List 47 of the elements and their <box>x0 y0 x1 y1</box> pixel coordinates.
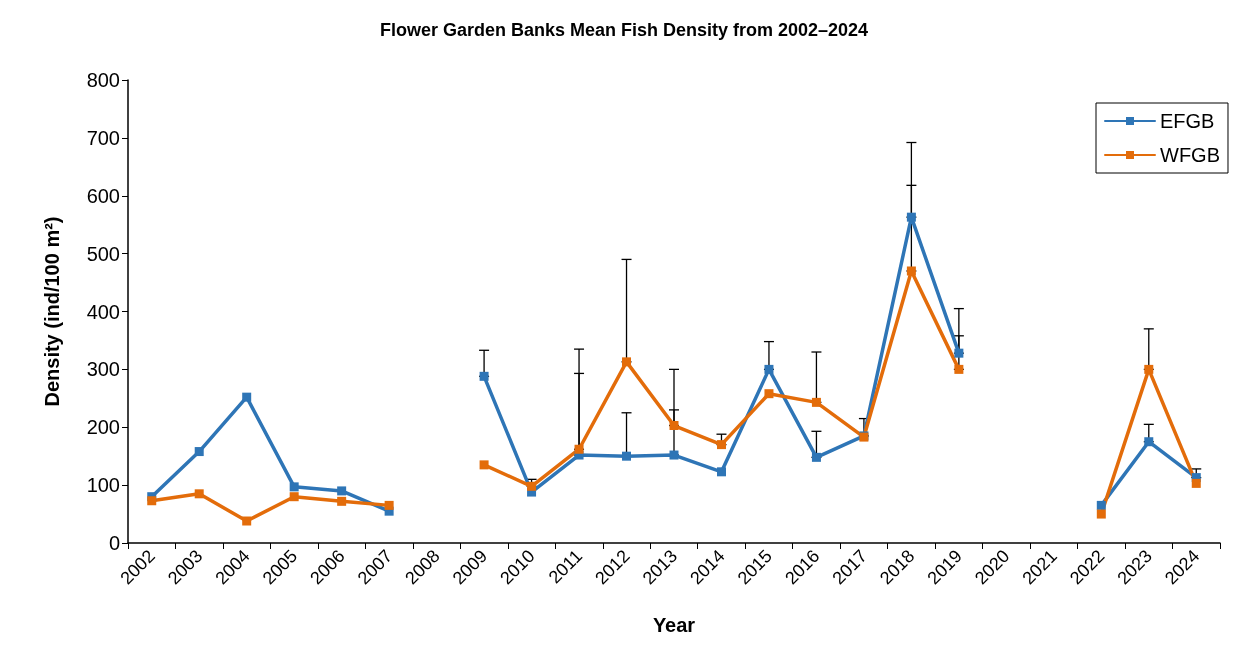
point <box>1191 478 1201 488</box>
x-axis-title: Year <box>652 614 696 636</box>
point <box>669 450 679 460</box>
y-tick-label: 100 <box>86 474 120 497</box>
point <box>242 516 252 526</box>
point <box>669 421 679 431</box>
point <box>289 482 299 492</box>
y-tick-label: 0 <box>108 532 120 554</box>
point <box>337 496 347 506</box>
point <box>574 444 584 454</box>
y-tick-label: 800 <box>86 69 120 91</box>
point <box>242 392 252 402</box>
point <box>906 212 916 222</box>
y-tick-label: 400 <box>86 300 120 323</box>
point <box>194 489 204 499</box>
y-tick-label: 600 <box>86 184 120 207</box>
legend-label: EFGB <box>1160 110 1215 132</box>
point <box>764 364 774 374</box>
point <box>147 496 157 506</box>
chart-title: Flower Garden Banks Mean Fish Density from 2002–2024 <box>379 20 869 40</box>
point <box>1096 500 1106 510</box>
point <box>906 266 916 276</box>
point <box>954 348 964 358</box>
point <box>337 486 347 496</box>
point <box>716 440 726 450</box>
point <box>479 460 489 470</box>
point <box>289 492 299 502</box>
point <box>716 467 726 477</box>
point <box>527 481 537 491</box>
y-axis-title: Density (ind/100 m²) <box>41 216 63 407</box>
point <box>384 500 394 510</box>
point <box>1144 437 1154 447</box>
y-tick-label: 500 <box>86 242 120 265</box>
y-tick-label: 300 <box>86 358 120 381</box>
y-tick-label: 200 <box>86 416 120 439</box>
point <box>811 452 821 462</box>
point <box>1096 509 1106 519</box>
legend-label: WFGB <box>1160 144 1221 166</box>
point <box>194 447 204 457</box>
point <box>1144 364 1154 374</box>
point <box>622 451 632 461</box>
point <box>954 364 964 374</box>
point <box>622 357 632 367</box>
point <box>811 397 821 407</box>
point <box>479 371 489 381</box>
point <box>764 389 774 399</box>
y-tick-label: 700 <box>86 126 120 149</box>
